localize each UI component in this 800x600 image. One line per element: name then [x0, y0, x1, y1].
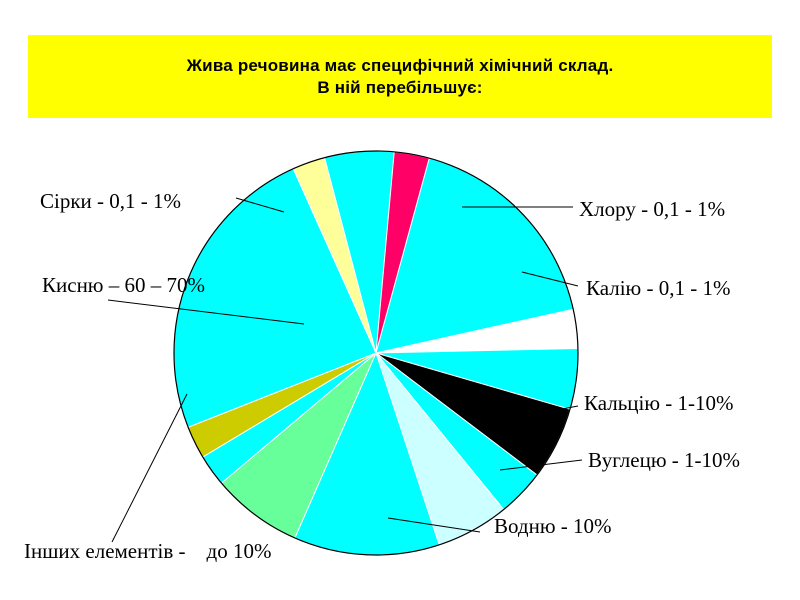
label-chlorine: Хлору - 0,1 - 1%: [579, 197, 725, 221]
slice-labels: Сірки - 0,1 - 1% Кисню – 60 – 70% Хлору …: [24, 189, 740, 563]
title-banner: Жива речовина має специфічний хімічний с…: [28, 35, 772, 118]
label-hydrogen: Водню - 10%: [494, 514, 612, 538]
leader-line-potassium: [521, 271, 579, 287]
pie-outline: [173, 150, 579, 556]
label-potassium: Калію - 0,1 - 1%: [586, 276, 730, 300]
leader-lines: [107, 197, 583, 543]
leader-line-hydrogen: [387, 517, 481, 533]
label-carbon: Вуглецю - 1-10%: [588, 448, 740, 472]
label-sulfur: Сірки - 0,1 - 1%: [40, 189, 181, 213]
leader-line-other: [111, 393, 188, 543]
leader-line-calcium: [545, 405, 579, 413]
leader-line-sulfur: [235, 197, 285, 213]
label-oxygen: Кисню – 60 – 70%: [42, 273, 205, 297]
label-other: Інших елементів - до 10%: [24, 539, 271, 563]
pie-slices: [173, 150, 579, 556]
label-calcium: Кальцію - 1-10%: [584, 391, 734, 415]
title-line-2: В ній перебільшує:: [317, 77, 483, 97]
title-line-1: Жива речовина має специфічний хімічний с…: [186, 55, 614, 75]
leader-line-carbon: [499, 459, 583, 471]
leader-line-oxygen: [107, 299, 305, 325]
